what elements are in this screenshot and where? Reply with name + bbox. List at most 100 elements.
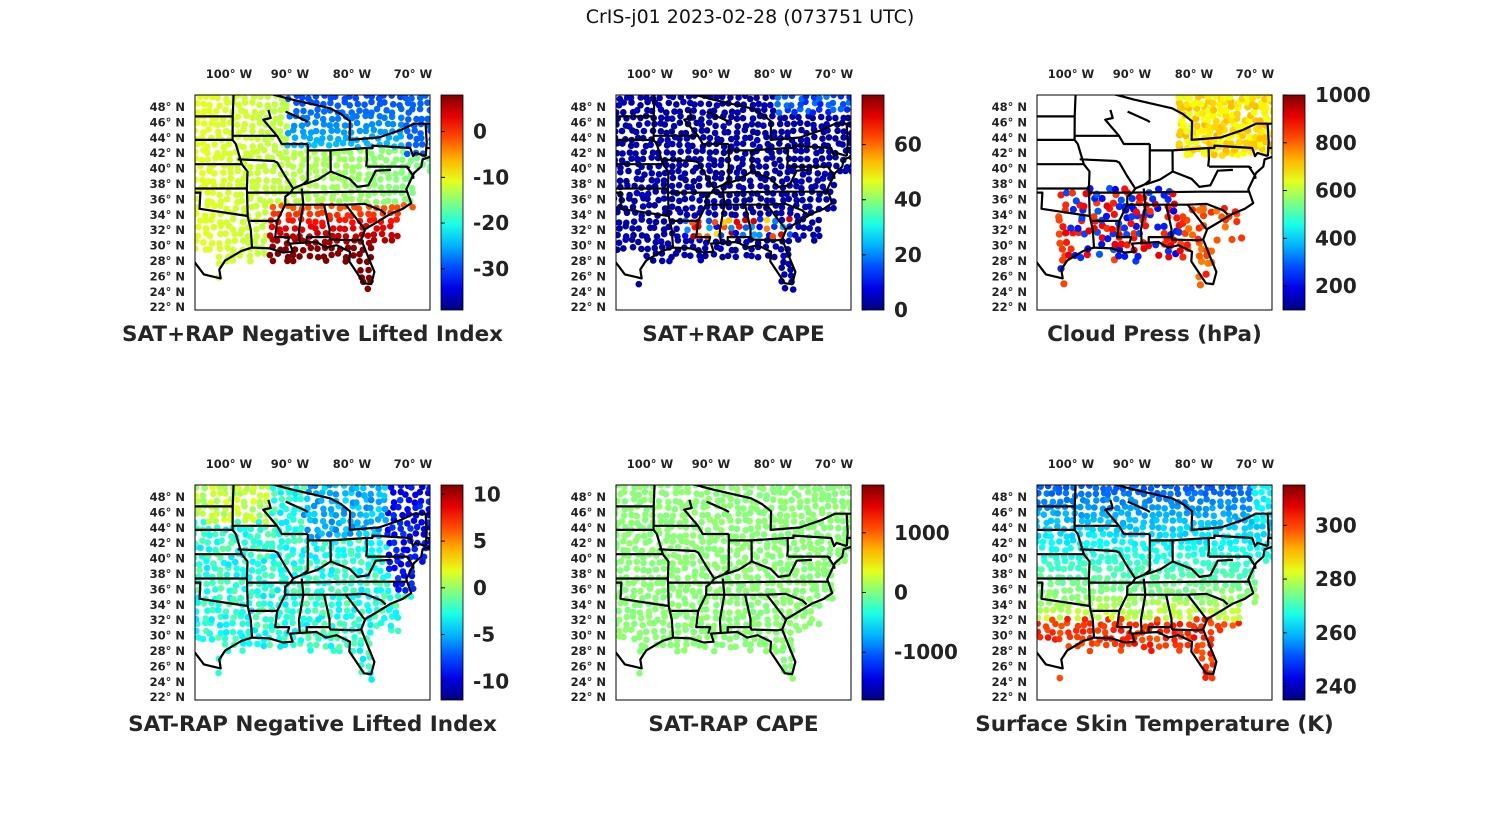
lat-tick-label: 38° N bbox=[992, 177, 1027, 191]
state-borders bbox=[195, 485, 430, 676]
map-area bbox=[616, 95, 851, 310]
lat-tick-label: 24° N bbox=[150, 675, 185, 689]
lat-tick-label: 24° N bbox=[992, 285, 1027, 299]
lat-tick-label: 24° N bbox=[571, 285, 606, 299]
lon-tick-label: 80° W bbox=[333, 67, 372, 81]
panel-title: SAT-RAP CAPE bbox=[648, 712, 819, 737]
colorbar-tick-label: 0 bbox=[473, 120, 487, 144]
lat-tick-label: 44° N bbox=[992, 131, 1027, 145]
lon-tick-label: 80° W bbox=[754, 67, 793, 81]
map-svg: 100° W 90° W 80° W 70° W 48° N46° N 44° N42° … bbox=[150, 67, 510, 314]
colorbar-tick-label: 1000 bbox=[1315, 83, 1371, 107]
lat-tick-label: 28° N bbox=[571, 254, 606, 268]
lat-tick-label: 42° N bbox=[150, 536, 185, 550]
lat-tick-label: 30° N bbox=[992, 239, 1027, 253]
colorbar-tick-label: 280 bbox=[1315, 567, 1357, 591]
lat-tick-label: 48° N bbox=[571, 100, 606, 114]
lat-tick-label: 42° N bbox=[992, 146, 1027, 160]
panel-title: Cloud Press (hPa) bbox=[1047, 322, 1262, 347]
lat-tick-label: 44° N bbox=[150, 521, 185, 535]
lat-tick-label: 48° N bbox=[992, 490, 1027, 504]
panel-title: SAT+RAP CAPE bbox=[642, 322, 825, 347]
lat-tick-label: 34° N bbox=[992, 208, 1027, 222]
lat-tick-label: 32° N bbox=[150, 223, 185, 237]
lat-tick-label: 26° N bbox=[571, 269, 606, 283]
lon-tick-label: 70° W bbox=[394, 67, 433, 81]
lat-tick-label: 36° N bbox=[150, 192, 185, 206]
lat-tick-label: 34° N bbox=[992, 598, 1027, 612]
colorbar-tick-label: 600 bbox=[1315, 179, 1357, 203]
lon-tick-label: 70° W bbox=[1236, 67, 1275, 81]
lat-tick-label: 46° N bbox=[992, 505, 1027, 519]
lat-tick-label: 32° N bbox=[150, 613, 185, 627]
lat-tick-label: 42° N bbox=[571, 146, 606, 160]
lon-tick-label: 80° W bbox=[1175, 67, 1214, 81]
lat-tick-label: 48° N bbox=[571, 490, 606, 504]
lat-tick-label: 30° N bbox=[571, 629, 606, 643]
colorbar-tick-label: 40 bbox=[894, 188, 922, 212]
lat-tick-label: 30° N bbox=[150, 629, 185, 643]
map-svg: 100° W 90° W 80° W 70° W 48° N46° N 44° N42° … bbox=[571, 67, 922, 322]
lat-tick-label: 22° N bbox=[571, 300, 606, 314]
lat-tick-label: 28° N bbox=[992, 644, 1027, 658]
lat-tick-label: 42° N bbox=[150, 146, 185, 160]
map-svg: 100° W 90° W 80° W 70° W 48° N46° N 44° N42° … bbox=[992, 67, 1371, 314]
colorbar bbox=[861, 94, 885, 311]
lat-tick-label: 30° N bbox=[571, 239, 606, 253]
lat-tick-label: 40° N bbox=[150, 552, 185, 566]
lat-tick-label: 40° N bbox=[150, 162, 185, 176]
lat-tick-label: 46° N bbox=[150, 505, 185, 519]
lat-tick-label: 34° N bbox=[150, 598, 185, 612]
lon-tick-label: 100° W bbox=[1048, 457, 1095, 471]
lon-tick-label: 90° W bbox=[271, 67, 310, 81]
lat-tick-label: 38° N bbox=[150, 567, 185, 581]
lat-tick-label: 34° N bbox=[150, 208, 185, 222]
lat-tick-label: 30° N bbox=[150, 239, 185, 253]
colorbar-tick-label: -10 bbox=[473, 165, 509, 189]
lat-tick-label: 28° N bbox=[992, 254, 1027, 268]
lat-tick-label: 38° N bbox=[150, 177, 185, 191]
lat-tick-label: 44° N bbox=[571, 521, 606, 535]
state-borders bbox=[616, 485, 851, 676]
colorbar-tick-label: -5 bbox=[473, 623, 495, 647]
lon-tick-label: 70° W bbox=[394, 457, 433, 471]
lat-tick-label: 44° N bbox=[150, 131, 185, 145]
lon-tick-label: 100° W bbox=[206, 457, 253, 471]
lon-tick-label: 90° W bbox=[271, 457, 310, 471]
colorbar-tick-label: 400 bbox=[1315, 226, 1357, 250]
lon-tick-label: 90° W bbox=[1113, 457, 1152, 471]
colorbar-tick-label: 0 bbox=[473, 576, 487, 600]
lon-tick-label: 100° W bbox=[206, 67, 253, 81]
lon-tick-label: 80° W bbox=[1175, 457, 1214, 471]
lat-tick-label: 28° N bbox=[150, 644, 185, 658]
lat-tick-label: 26° N bbox=[150, 269, 185, 283]
lon-tick-label: 70° W bbox=[815, 67, 854, 81]
figure-title: CrIS-j01 2023-02-28 (073751 UTC) bbox=[585, 6, 915, 28]
state-borders bbox=[1037, 485, 1272, 676]
lon-tick-label: 90° W bbox=[692, 457, 731, 471]
panel-title: SAT-RAP Negative Lifted Index bbox=[128, 712, 497, 737]
lat-tick-label: 32° N bbox=[571, 613, 606, 627]
lat-tick-label: 34° N bbox=[571, 598, 606, 612]
lat-tick-label: 32° N bbox=[992, 223, 1027, 237]
colorbar-tick-label: -1000 bbox=[894, 640, 958, 664]
lat-tick-label: 36° N bbox=[992, 582, 1027, 596]
lat-tick-label: 22° N bbox=[571, 690, 606, 704]
lat-tick-label: 22° N bbox=[150, 690, 185, 704]
lat-tick-label: 38° N bbox=[571, 567, 606, 581]
lat-tick-label: 22° N bbox=[992, 300, 1027, 314]
lat-tick-label: 48° N bbox=[150, 490, 185, 504]
lat-tick-label: 40° N bbox=[571, 162, 606, 176]
state-borders bbox=[616, 95, 851, 286]
colorbar bbox=[440, 94, 464, 311]
lat-tick-label: 46° N bbox=[571, 115, 606, 129]
state-borders bbox=[195, 95, 430, 286]
lat-tick-label: 48° N bbox=[992, 100, 1027, 114]
lat-tick-label: 24° N bbox=[150, 285, 185, 299]
lat-tick-label: 40° N bbox=[571, 552, 606, 566]
lat-tick-label: 36° N bbox=[571, 582, 606, 596]
colorbar-tick-label: 300 bbox=[1315, 513, 1357, 537]
lat-tick-label: 24° N bbox=[992, 675, 1027, 689]
lat-tick-label: 36° N bbox=[150, 582, 185, 596]
lat-tick-label: 30° N bbox=[992, 629, 1027, 643]
